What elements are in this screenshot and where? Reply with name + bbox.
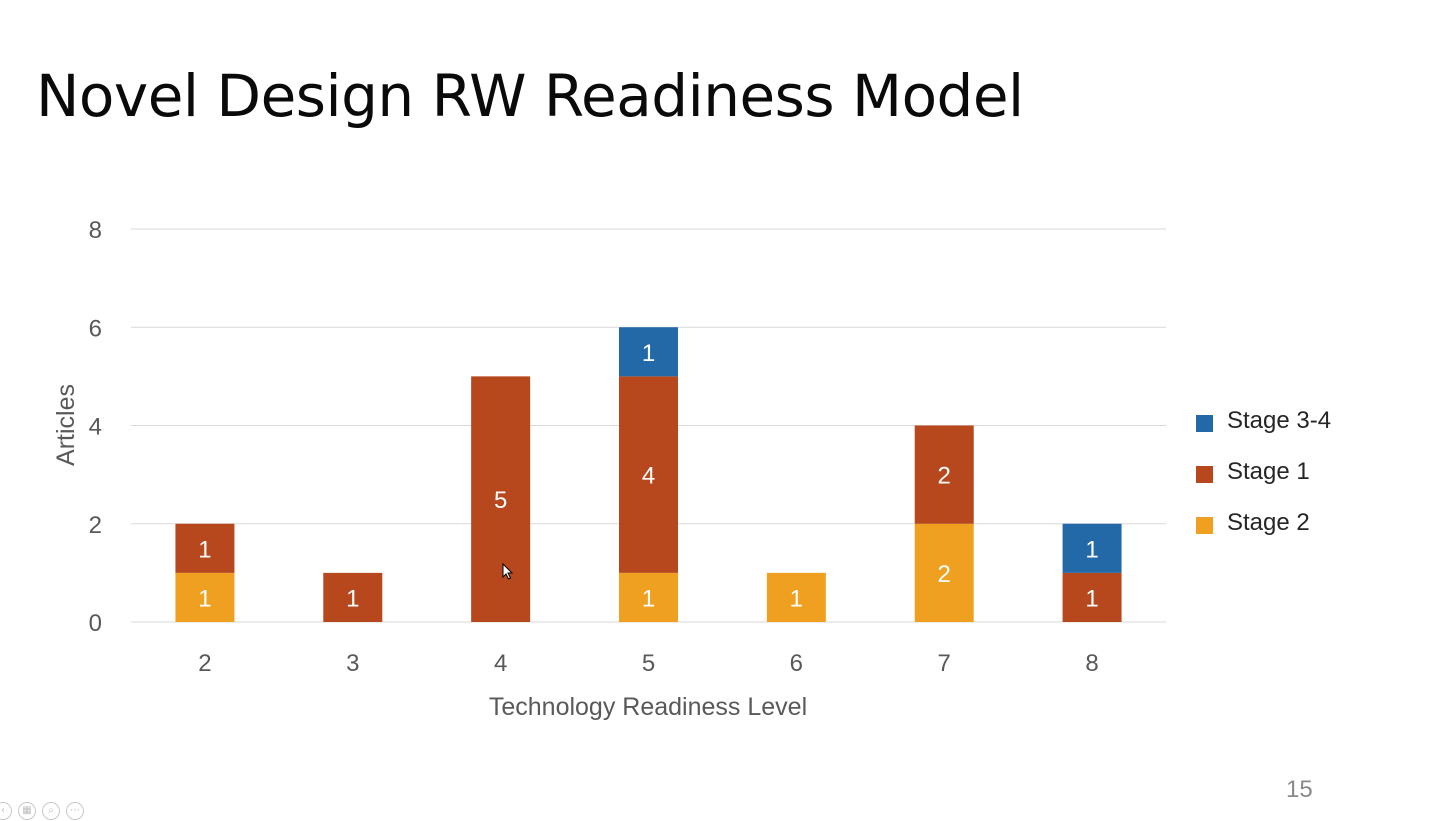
bar-segment [766, 572, 826, 622]
x-tick-label: 2 [198, 650, 211, 677]
bar-segment [175, 523, 235, 573]
data-label: 1 [1085, 536, 1098, 563]
mouse-cursor-icon [502, 563, 514, 580]
legend-label: Stage 2 [1227, 509, 1310, 536]
legend-swatch [1196, 466, 1213, 483]
x-tick-label: 4 [494, 650, 507, 677]
data-label: 4 [642, 463, 655, 490]
x-axis-title: Technology Readiness Level [489, 693, 807, 721]
data-label: 1 [198, 536, 211, 563]
data-label: 2 [938, 463, 951, 490]
slide-title: Novel Design RW Readiness Model [36, 62, 1024, 130]
previous-glyph: ‹ [1, 805, 5, 816]
zoom-glyph: ⌕ [48, 805, 54, 816]
bar-segment [175, 572, 235, 622]
data-label: 1 [1085, 585, 1098, 612]
more-glyph: ⋯ [70, 805, 80, 816]
x-tick-label: 3 [346, 650, 359, 677]
legend: Stage 3-4 Stage 1 Stage 2 [1196, 407, 1331, 536]
data-label: 1 [642, 340, 655, 367]
zoom-icon[interactable]: ⌕ [42, 802, 60, 820]
bar-segment [619, 327, 678, 377]
slides-glyph: ▦ [22, 805, 32, 816]
page-number: 15 [1286, 776, 1313, 803]
y-axis-ticks: 0 2 4 6 8 [89, 217, 102, 637]
data-label: 1 [790, 585, 803, 612]
bar-segment [914, 523, 974, 622]
data-label: 1 [198, 585, 211, 612]
bar-segment [323, 572, 383, 622]
slides-overview-icon[interactable]: ▦ [18, 802, 36, 820]
data-label: 5 [494, 487, 507, 514]
slideshow-controls: ‹ ▦ ⌕ ⋯ [0, 802, 84, 820]
x-tick-label: 5 [642, 650, 655, 677]
bar-segment [1062, 523, 1122, 573]
y-axis-title: Articles [52, 384, 80, 466]
legend-swatch [1196, 517, 1213, 534]
data-label: 1 [642, 585, 655, 612]
y-tick-label: 2 [89, 512, 102, 539]
data-labels: 1 1 1 5 1 4 1 1 2 2 1 1 [198, 340, 1099, 613]
bar-segment [1062, 572, 1122, 622]
x-tick-label: 6 [790, 650, 803, 677]
x-axis-ticks: 2 3 4 5 6 7 8 [198, 650, 1099, 677]
data-label: 2 [938, 561, 951, 588]
bar-segment [471, 376, 531, 622]
bar-segment [619, 376, 678, 573]
data-label: 1 [346, 585, 359, 612]
legend-label: Stage 1 [1227, 458, 1310, 485]
previous-slide-icon[interactable]: ‹ [0, 802, 12, 820]
more-options-icon[interactable]: ⋯ [66, 802, 84, 820]
x-tick-label: 7 [938, 650, 951, 677]
legend-swatch [1196, 415, 1213, 432]
y-tick-label: 4 [89, 414, 102, 441]
y-tick-label: 6 [89, 315, 102, 342]
x-tick-label: 8 [1085, 650, 1098, 677]
legend-label: Stage 3-4 [1227, 407, 1331, 434]
bar-segment [619, 572, 678, 622]
bar-segment [914, 425, 974, 524]
y-tick-label: 0 [89, 610, 102, 637]
bars [175, 327, 1122, 622]
y-tick-label: 8 [89, 217, 102, 244]
